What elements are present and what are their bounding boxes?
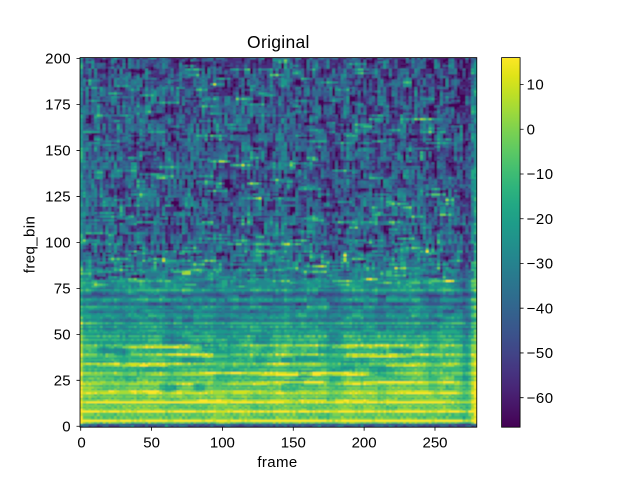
svg-text:−10: −10 xyxy=(527,166,554,183)
svg-text:150: 150 xyxy=(281,435,306,452)
svg-text:−20: −20 xyxy=(527,211,554,228)
svg-text:200: 200 xyxy=(45,51,71,68)
svg-text:150: 150 xyxy=(45,143,71,160)
svg-text:175: 175 xyxy=(45,97,71,114)
svg-text:125: 125 xyxy=(45,189,71,206)
svg-text:10: 10 xyxy=(527,77,545,94)
svg-text:250: 250 xyxy=(422,435,447,452)
svg-text:25: 25 xyxy=(54,373,71,390)
svg-text:75: 75 xyxy=(54,281,71,298)
svg-text:−30: −30 xyxy=(527,256,554,273)
svg-text:−50: −50 xyxy=(527,345,554,362)
svg-text:Original: Original xyxy=(247,32,310,52)
svg-text:freq_bin: freq_bin xyxy=(21,216,38,273)
svg-text:100: 100 xyxy=(210,435,235,452)
svg-text:0: 0 xyxy=(62,419,71,436)
svg-text:−40: −40 xyxy=(527,300,554,317)
svg-text:50: 50 xyxy=(143,435,160,452)
svg-text:100: 100 xyxy=(45,235,71,252)
svg-text:0: 0 xyxy=(77,435,85,452)
svg-text:0: 0 xyxy=(527,121,536,138)
svg-text:frame: frame xyxy=(257,454,297,471)
svg-text:50: 50 xyxy=(54,327,71,344)
svg-text:200: 200 xyxy=(352,435,377,452)
svg-text:−60: −60 xyxy=(527,390,554,407)
